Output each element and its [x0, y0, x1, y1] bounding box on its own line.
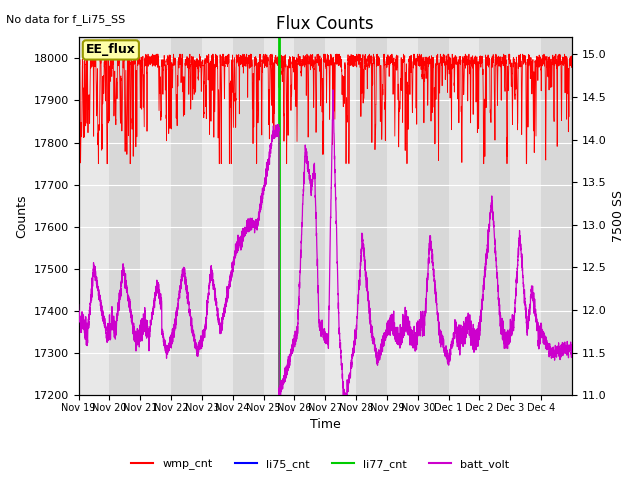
Bar — [356, 37, 387, 395]
Y-axis label: Counts: Counts — [15, 194, 28, 238]
Bar — [449, 37, 479, 395]
Bar — [479, 37, 510, 395]
Bar — [171, 37, 202, 395]
Text: EE_flux: EE_flux — [86, 43, 136, 57]
Title: Flux Counts: Flux Counts — [276, 15, 374, 33]
Text: No data for f_Li75_SS: No data for f_Li75_SS — [6, 14, 125, 25]
Bar — [541, 37, 572, 395]
Bar — [109, 37, 140, 395]
Bar — [325, 37, 356, 395]
Bar — [140, 37, 171, 395]
Bar — [264, 37, 294, 395]
X-axis label: Time: Time — [310, 419, 340, 432]
Bar — [510, 37, 541, 395]
Bar — [233, 37, 264, 395]
Bar — [202, 37, 233, 395]
Y-axis label: 7500 SS: 7500 SS — [612, 190, 625, 242]
Bar — [418, 37, 449, 395]
Bar — [79, 37, 109, 395]
Bar — [294, 37, 325, 395]
Legend: wmp_cnt, li75_cnt, li77_cnt, batt_volt: wmp_cnt, li75_cnt, li77_cnt, batt_volt — [127, 455, 513, 474]
Bar — [387, 37, 418, 395]
